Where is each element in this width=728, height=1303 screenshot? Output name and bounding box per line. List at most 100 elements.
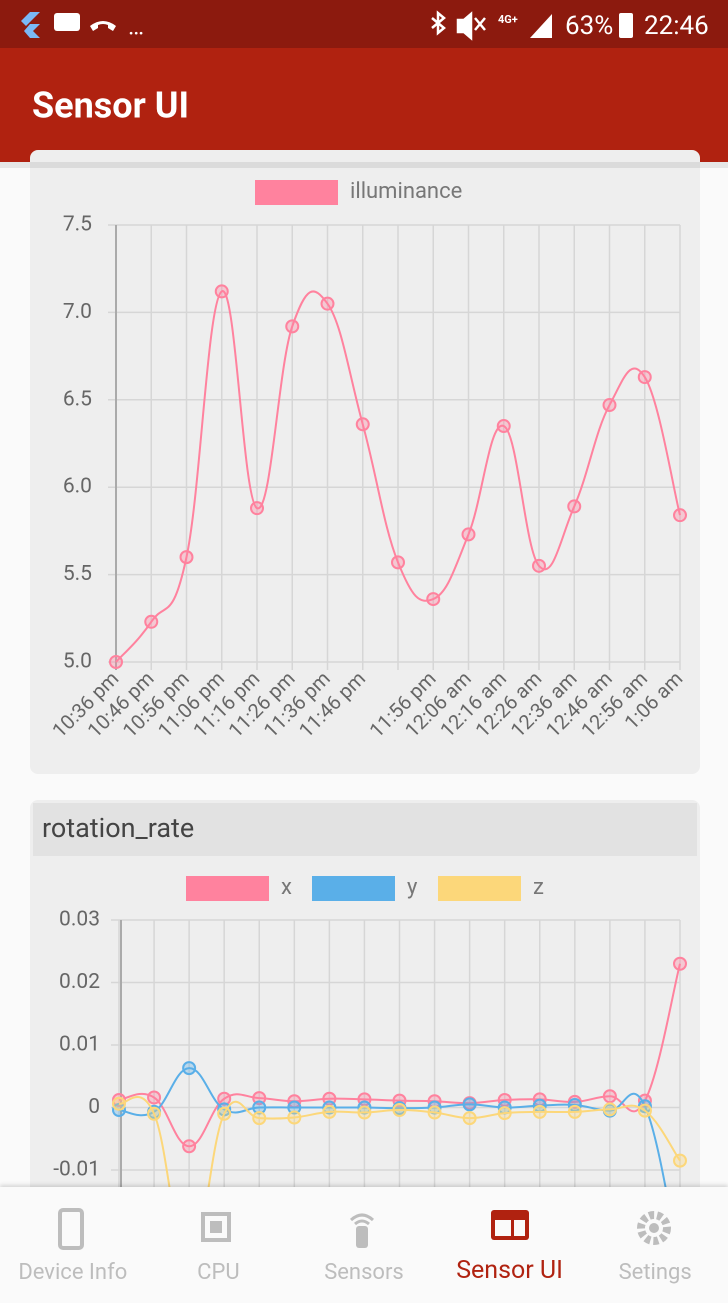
- data-point: [322, 1104, 337, 1119]
- data-point: [497, 1106, 512, 1121]
- nav-label: Sensor UI: [456, 1256, 563, 1285]
- nav-icon: [57, 1208, 84, 1250]
- battery-icon: [619, 13, 633, 38]
- data-point: [147, 1090, 162, 1105]
- y-tick-label: 6.5: [63, 387, 92, 411]
- screen: … 4G+ 63% 22:46 Sensor UI rotation_rate …: [0, 0, 728, 1187]
- status-time: 22:46: [644, 11, 709, 41]
- network-type: 4G+: [498, 13, 518, 26]
- data-point: [182, 1139, 197, 1154]
- legend-label: y: [407, 875, 418, 900]
- data-point: [462, 1097, 477, 1112]
- nav-item[interactable]: Sensors: [291, 1187, 437, 1303]
- nav-item[interactable]: Device Info: [0, 1187, 146, 1303]
- nav-icon: [201, 1212, 232, 1242]
- data-point: [285, 319, 300, 334]
- data-point: [673, 508, 687, 523]
- nav-icon: [637, 1211, 672, 1245]
- legend-label: z: [533, 875, 544, 900]
- legend-swatch: [186, 876, 269, 901]
- data-point: [462, 1111, 477, 1126]
- data-point: [182, 1061, 197, 1076]
- data-point: [287, 1110, 302, 1125]
- nav-icon: [349, 1213, 374, 1248]
- data-point: [217, 1106, 232, 1121]
- status-bar: [0, 0, 728, 48]
- data-point: [109, 655, 123, 669]
- data-point: [250, 501, 264, 516]
- y-tick-label: 7.0: [63, 300, 92, 324]
- legend-swatch: [255, 180, 338, 205]
- y-tick-label: 7.5: [63, 213, 92, 237]
- nav-label: Setings: [618, 1260, 692, 1285]
- app-bar: [0, 48, 728, 162]
- y-tick-label: 5.5: [63, 562, 92, 586]
- battery-percent: 63%: [565, 11, 613, 41]
- app-bar-shadow: [0, 162, 728, 168]
- data-point: [357, 1105, 372, 1120]
- nav-icon: [490, 1210, 529, 1240]
- app-title: Sensor UI: [32, 85, 189, 127]
- series-line: [118, 1067, 667, 1187]
- y-tick-label: 0.02: [59, 970, 100, 994]
- data-point: [252, 1091, 267, 1106]
- message-icon: [54, 13, 80, 31]
- data-point: [532, 558, 546, 573]
- data-point: [144, 614, 159, 629]
- data-point: [673, 956, 687, 971]
- card-header: [33, 803, 697, 856]
- y-tick-label: 0: [88, 1095, 100, 1119]
- nav-label: Sensors: [324, 1260, 404, 1285]
- legend-label: x: [281, 875, 292, 900]
- legend-swatch: [312, 876, 395, 901]
- data-point: [217, 1091, 232, 1106]
- series-line: [118, 1096, 681, 1187]
- nav-item[interactable]: CPU: [146, 1187, 292, 1303]
- y-tick-label: 0.03: [59, 908, 100, 932]
- data-point: [322, 1100, 337, 1115]
- data-point: [147, 1106, 162, 1121]
- data-point: [252, 1111, 267, 1126]
- nav-item[interactable]: Setings: [582, 1187, 728, 1303]
- bluetooth-icon: [431, 10, 446, 36]
- data-point: [320, 296, 335, 311]
- card: [30, 150, 700, 774]
- data-point: [602, 1102, 617, 1117]
- data-point: [355, 417, 370, 432]
- legend-label: illuminance: [350, 179, 462, 204]
- y-tick-label: 6.0: [63, 475, 92, 499]
- data-point: [637, 370, 652, 385]
- data-point: [252, 1100, 267, 1115]
- signal-icon: [530, 14, 552, 38]
- data-point: [602, 398, 617, 413]
- data-point: [179, 550, 194, 565]
- y-tick-label: 0.01: [59, 1033, 100, 1057]
- mute-icon: [456, 11, 486, 41]
- data-point: [567, 499, 582, 514]
- data-point: [461, 527, 476, 542]
- nav-label: CPU: [197, 1260, 240, 1285]
- flutter-icon: [21, 12, 40, 38]
- y-tick-label: 5.0: [63, 650, 92, 674]
- data-point: [602, 1089, 617, 1104]
- data-point: [426, 592, 441, 607]
- data-point: [532, 1104, 547, 1119]
- data-point: [567, 1104, 582, 1119]
- data-point: [112, 1096, 126, 1111]
- data-point: [637, 1103, 652, 1118]
- nav-label: Device Info: [18, 1260, 128, 1285]
- data-point: [287, 1100, 302, 1115]
- series-line: [118, 963, 681, 1148]
- card-title: rotation_rate: [42, 812, 194, 844]
- data-point: [673, 1153, 687, 1168]
- call-icon: [90, 21, 116, 31]
- bottom-nav: Device Info CPU Sensors Sensor UI Setings: [0, 1187, 728, 1303]
- data-point: [427, 1105, 442, 1120]
- nav-item[interactable]: Sensor UI: [437, 1187, 583, 1303]
- series-line: [115, 290, 681, 663]
- legend-swatch: [438, 876, 521, 901]
- data-point: [214, 284, 229, 299]
- status-more: …: [128, 12, 144, 40]
- data-point: [496, 419, 511, 434]
